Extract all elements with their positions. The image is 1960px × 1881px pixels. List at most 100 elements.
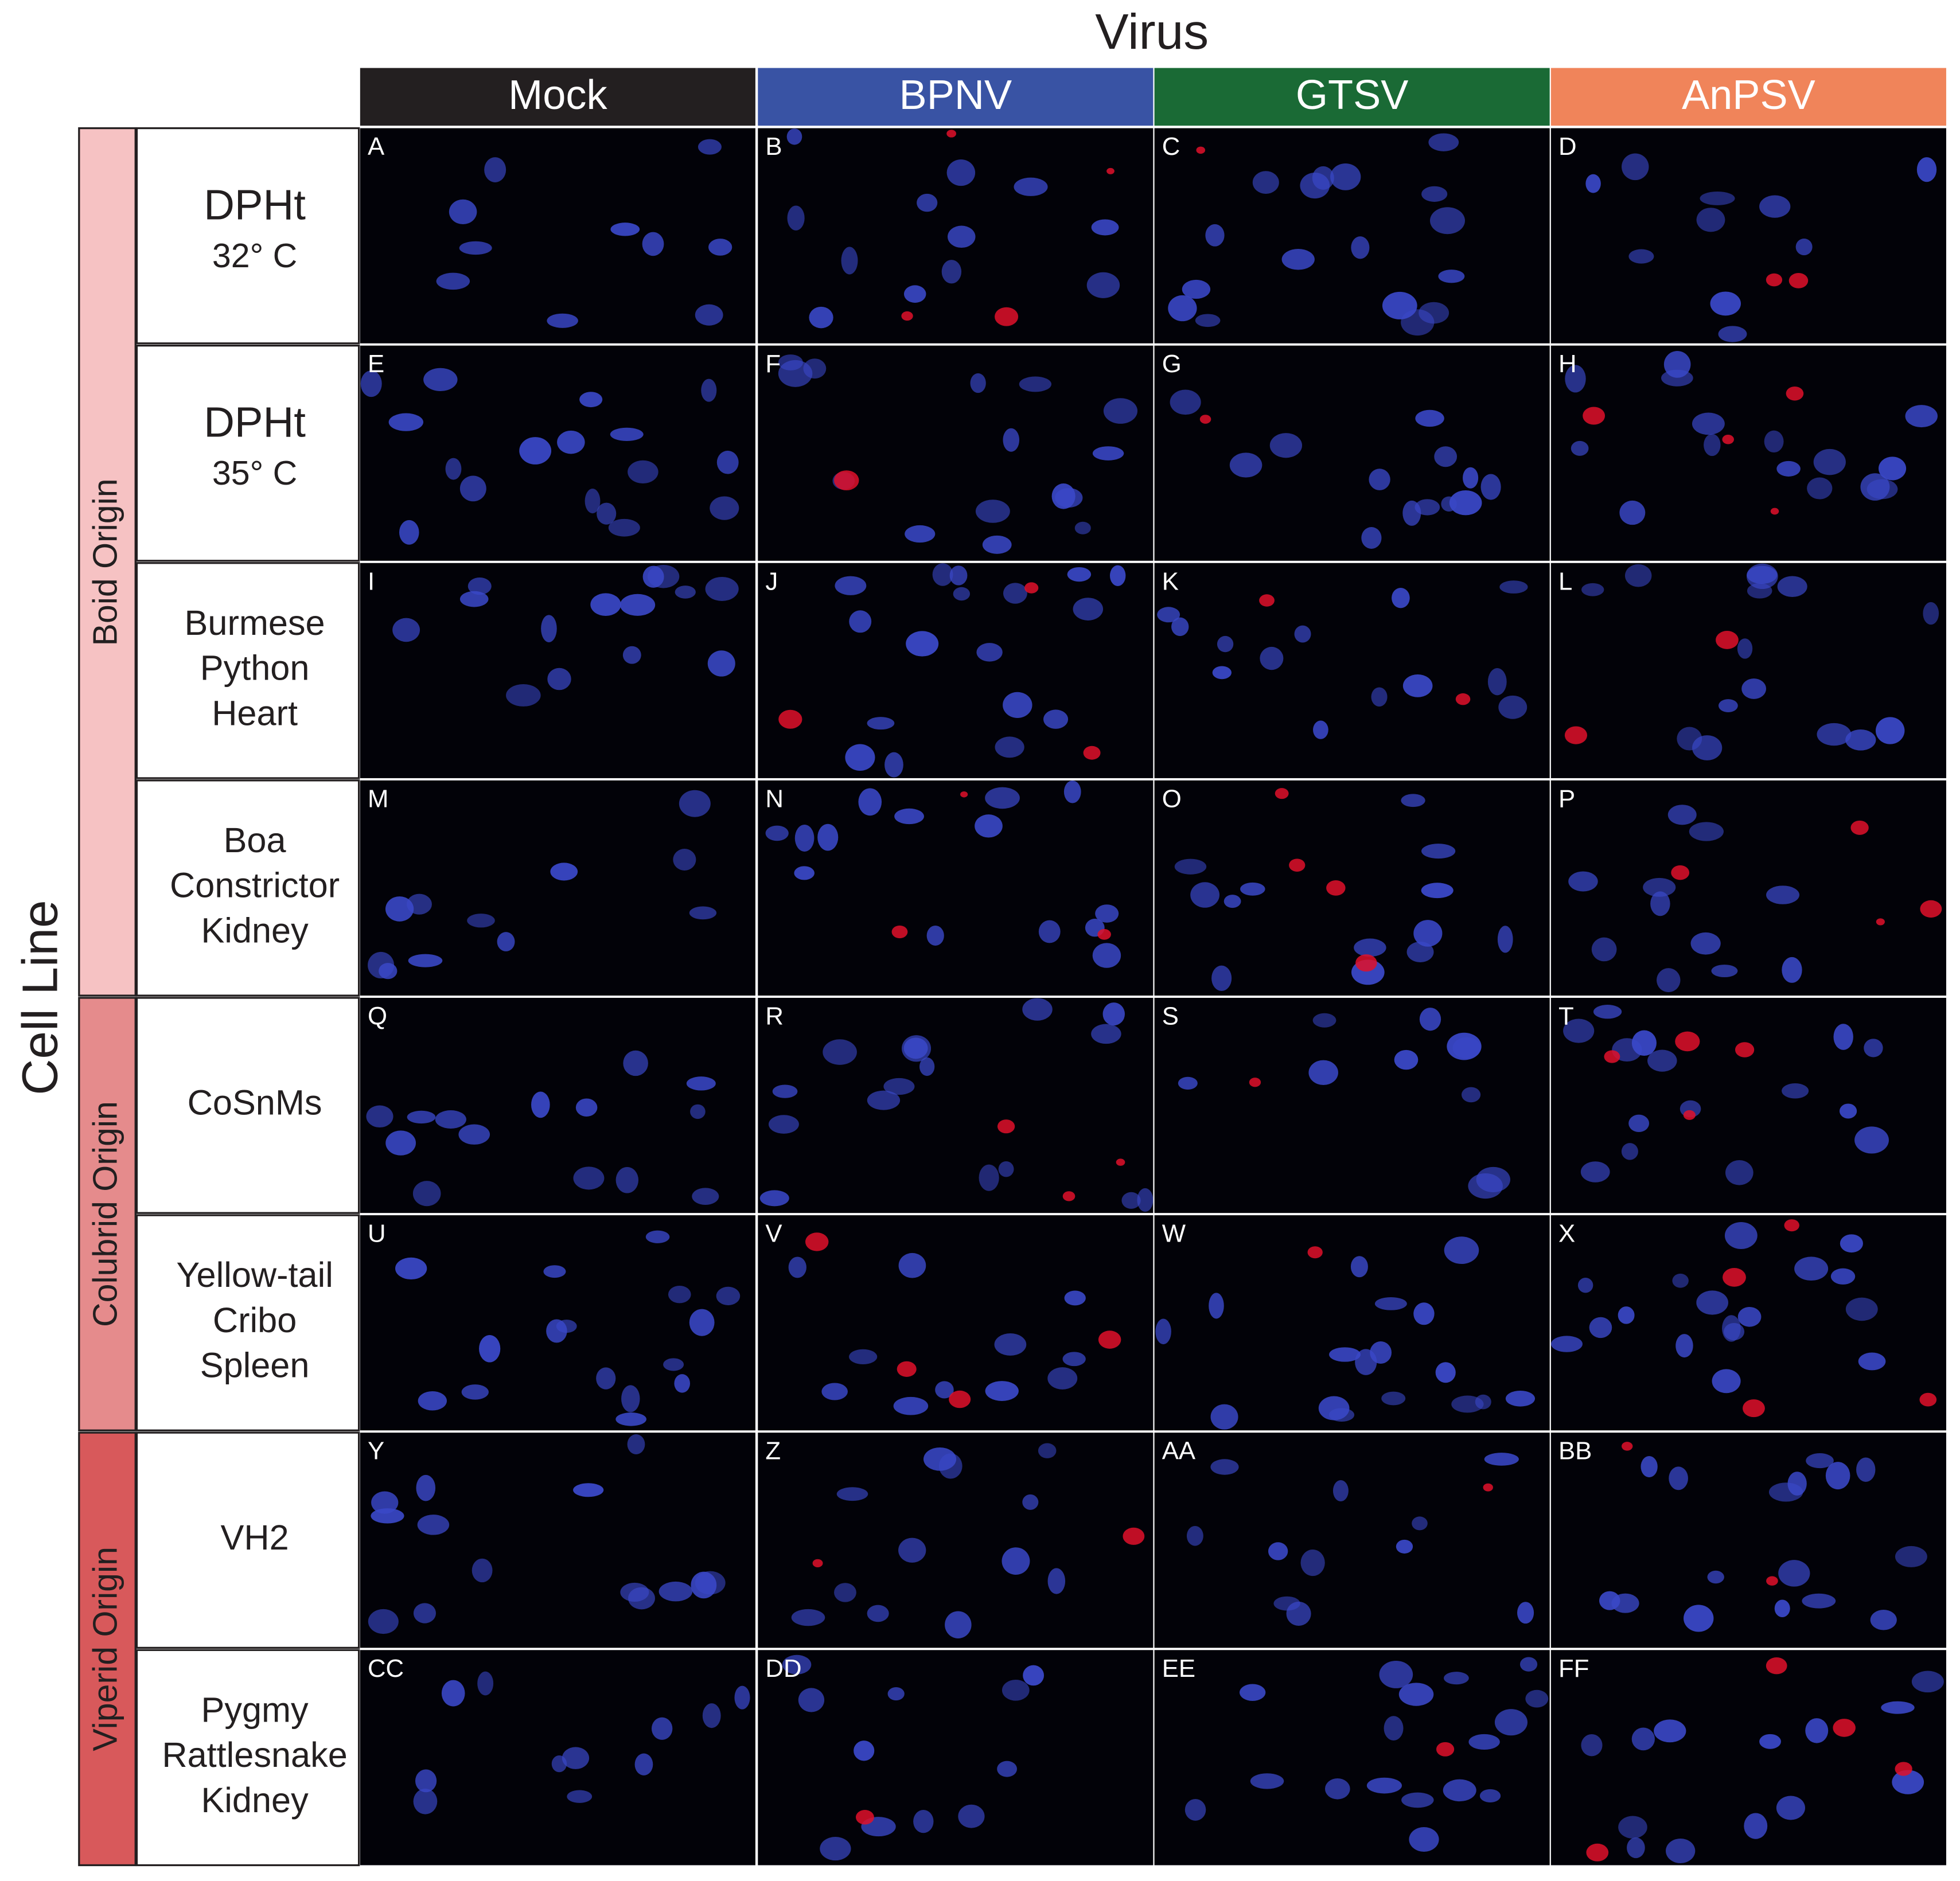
nucleus <box>1624 564 1652 587</box>
panel-letter: FF <box>1558 1654 1589 1683</box>
nucleus <box>1205 224 1225 247</box>
nucleus <box>1002 1679 1030 1701</box>
nucleus <box>1047 1568 1066 1594</box>
nucleus <box>1250 1773 1284 1789</box>
nucleus <box>1392 587 1410 608</box>
nucleus <box>705 576 739 601</box>
virus-signal <box>1919 1392 1937 1407</box>
nucleus <box>1519 1657 1538 1672</box>
nucleus <box>1667 805 1697 825</box>
nucleus <box>946 159 976 186</box>
cell-line-box <box>135 345 360 562</box>
virus-signal <box>1564 726 1588 744</box>
nucleus <box>1182 279 1211 299</box>
nucleus <box>941 260 962 284</box>
nucleus <box>1794 1256 1829 1281</box>
nucleus <box>979 1164 999 1191</box>
nucleus <box>1043 709 1069 729</box>
nucleus <box>841 247 858 275</box>
column-header <box>360 68 755 126</box>
nucleus <box>610 223 640 236</box>
nucleus <box>1260 646 1284 670</box>
nucleus <box>1710 291 1741 316</box>
nucleus <box>619 594 656 616</box>
nucleus <box>1281 249 1315 270</box>
virus-signal <box>1784 1219 1799 1232</box>
nucleus <box>467 577 492 595</box>
nucleus <box>1468 1734 1500 1750</box>
nucleus <box>1563 1018 1595 1043</box>
panel-letter: M <box>368 785 388 813</box>
nucleus <box>1063 780 1081 803</box>
virus-signal <box>1920 900 1942 918</box>
nucleus <box>1312 1013 1336 1028</box>
nucleus <box>1174 858 1207 875</box>
nucleus <box>1406 942 1434 962</box>
virus-signal <box>1196 146 1206 154</box>
nucleus <box>716 450 739 474</box>
nucleus <box>1480 474 1501 500</box>
cell-line-title: Cell Line <box>12 900 68 1095</box>
nucleus <box>1657 968 1681 993</box>
nucleus <box>1517 1602 1534 1624</box>
virus-signal <box>1770 508 1779 515</box>
column-label: AnPSV <box>1682 72 1815 118</box>
nucleus <box>794 866 815 880</box>
nucleus <box>690 1104 706 1119</box>
nucleus <box>836 1487 868 1501</box>
nucleus <box>1845 729 1876 751</box>
virus-signal <box>1249 1078 1261 1087</box>
nucleus <box>1064 1290 1086 1306</box>
nucleus <box>392 618 420 642</box>
nucleus <box>787 205 805 231</box>
nucleus <box>1014 177 1048 196</box>
nucleus <box>898 1252 926 1278</box>
nucleus <box>1313 720 1328 739</box>
nucleus <box>782 1654 812 1675</box>
nucleus <box>765 825 789 841</box>
column-header <box>1550 68 1946 126</box>
nucleus <box>1718 326 1747 342</box>
panel-letter: B <box>765 132 782 161</box>
virus-signal <box>1483 1483 1493 1492</box>
virus-signal <box>1307 1246 1323 1259</box>
cell-line-label: Kidney <box>201 1781 309 1820</box>
nucleus <box>1371 687 1388 707</box>
nucleus <box>1003 692 1032 719</box>
nucleus <box>388 413 424 431</box>
nucleus <box>395 1257 427 1280</box>
virus-signal <box>1083 746 1101 760</box>
nucleus <box>1692 412 1725 435</box>
micrograph <box>1550 780 1946 996</box>
nucleus <box>1776 461 1801 477</box>
nucleus <box>413 1603 437 1624</box>
nucleus <box>1294 625 1311 643</box>
nucleus <box>435 1110 466 1129</box>
nucleus <box>573 1483 604 1497</box>
nucleus <box>459 241 492 255</box>
nucleus <box>1677 727 1702 751</box>
nucleus <box>449 199 477 225</box>
nucleus <box>590 593 621 616</box>
panel-letter: K <box>1162 567 1179 595</box>
nucleus <box>651 1717 673 1740</box>
virus-signal <box>1850 820 1869 835</box>
nucleus <box>1229 452 1262 478</box>
panel-letter: C <box>1162 132 1180 161</box>
nucleus <box>887 1687 905 1701</box>
panel-letter: F <box>765 350 781 378</box>
micrograph <box>1550 128 1946 344</box>
column-header <box>1154 68 1550 126</box>
nucleus <box>1434 446 1458 467</box>
nucleus <box>1269 433 1303 458</box>
nucleus <box>1463 467 1479 489</box>
nucleus <box>1631 1727 1655 1751</box>
nucleus <box>1394 1049 1419 1070</box>
nucleus <box>1429 207 1465 235</box>
nucleus <box>623 1050 648 1076</box>
nucleus <box>821 1383 848 1400</box>
nucleus <box>1415 409 1444 427</box>
virus-signal <box>1675 1031 1700 1052</box>
nucleus <box>1696 1290 1728 1315</box>
nucleus <box>467 914 495 928</box>
